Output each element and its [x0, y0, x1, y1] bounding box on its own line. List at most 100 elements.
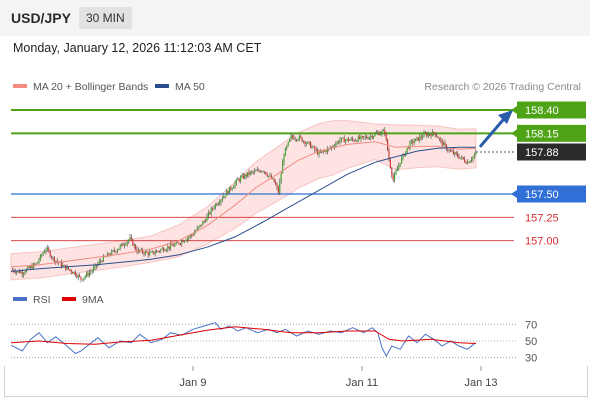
- candle-body: [125, 244, 127, 246]
- candle-body: [60, 261, 62, 267]
- candle-body: [471, 159, 473, 161]
- candle-body: [209, 212, 211, 214]
- candle-body: [44, 251, 46, 253]
- candle-body: [23, 273, 25, 275]
- candle-body: [238, 179, 240, 181]
- candle-body: [80, 276, 82, 280]
- candle-body: [381, 131, 383, 134]
- candle-body: [182, 240, 184, 243]
- candle-body: [466, 162, 468, 164]
- candle-body: [450, 149, 452, 152]
- candle-body: [206, 215, 208, 222]
- candle-body: [242, 175, 244, 179]
- candle-body: [90, 271, 92, 273]
- candle-body: [210, 208, 212, 214]
- candle-body: [175, 242, 177, 245]
- candle-body: [426, 133, 428, 137]
- current-price-label: 157.88: [525, 147, 559, 159]
- candle-body: [336, 141, 338, 144]
- candle-body: [32, 263, 34, 269]
- candle-body: [216, 204, 218, 206]
- candle-body: [76, 275, 78, 278]
- candle-body: [203, 221, 205, 222]
- candle-body: [384, 130, 386, 134]
- candle-body: [143, 252, 145, 255]
- candle-body: [262, 171, 264, 173]
- candle-body: [340, 137, 342, 141]
- candle-body: [464, 159, 466, 162]
- candle-body: [312, 146, 314, 148]
- candle-body: [254, 170, 256, 173]
- level-tag: [517, 101, 586, 119]
- candle-body: [473, 154, 475, 157]
- candle-body: [224, 195, 226, 197]
- candle-body: [277, 187, 279, 193]
- candle-body: [69, 269, 71, 271]
- candle-body: [269, 175, 271, 177]
- candle-body: [200, 224, 202, 226]
- candle-body: [16, 271, 18, 273]
- candle-body: [402, 154, 404, 158]
- time-tick-label: Jan 9: [180, 377, 207, 389]
- candle-body: [164, 250, 166, 252]
- candle-body: [39, 255, 41, 260]
- candle-body: [318, 151, 320, 155]
- candle-body: [423, 133, 425, 138]
- candle-body: [185, 240, 187, 242]
- candle-body: [25, 269, 27, 273]
- candle-body: [268, 175, 270, 177]
- candle-body: [416, 137, 418, 139]
- candle-body: [255, 170, 257, 172]
- candle-body: [247, 172, 249, 177]
- candle-body: [394, 174, 396, 181]
- level-label: 157.50: [525, 189, 559, 201]
- candle-body: [193, 232, 195, 236]
- candle-body: [102, 256, 104, 262]
- candle-body: [347, 138, 349, 141]
- candle-body: [227, 190, 229, 194]
- candle-body: [455, 152, 457, 154]
- candle-body: [346, 138, 348, 141]
- candle-body: [314, 146, 316, 150]
- level-tag-pointer: [511, 106, 517, 114]
- candle-body: [438, 138, 440, 140]
- candle-body: [385, 133, 387, 140]
- rsi-line: [10, 322, 477, 358]
- candle-body: [431, 131, 433, 137]
- candle-body: [228, 187, 230, 194]
- candle-body: [219, 202, 221, 204]
- candle-body: [233, 186, 235, 189]
- candle-body: [18, 270, 20, 273]
- candle-body: [77, 275, 79, 278]
- candle-body: [437, 136, 439, 139]
- legend-swatch-ma20: [13, 84, 27, 88]
- candle-body: [367, 138, 369, 139]
- candle-body: [53, 257, 55, 262]
- current-price-tag: [517, 143, 586, 161]
- candle-body: [172, 245, 174, 247]
- candle-body: [419, 136, 421, 141]
- candle-body: [181, 240, 183, 244]
- candle-body: [308, 141, 310, 143]
- candle-body: [28, 266, 30, 268]
- candle-body: [133, 245, 135, 246]
- candle-body: [472, 156, 474, 160]
- legend-swatch-ma50: [155, 84, 169, 88]
- candle-body: [406, 147, 408, 152]
- candle-body: [49, 251, 51, 257]
- rsi-grid: [11, 323, 516, 359]
- candle-body: [212, 208, 214, 210]
- candle-body: [130, 236, 132, 240]
- interval-button[interactable]: 30 MIN: [79, 7, 132, 29]
- candle-body: [56, 260, 58, 262]
- candle-body: [184, 240, 186, 243]
- candle-body: [273, 178, 275, 182]
- candle-body: [409, 141, 411, 149]
- candle-body: [276, 184, 278, 188]
- candle-body: [128, 239, 130, 242]
- candle-body: [380, 133, 382, 136]
- candle-body: [433, 131, 435, 134]
- candle-body: [135, 245, 137, 250]
- candle-body: [412, 140, 414, 144]
- candle-body: [34, 263, 36, 265]
